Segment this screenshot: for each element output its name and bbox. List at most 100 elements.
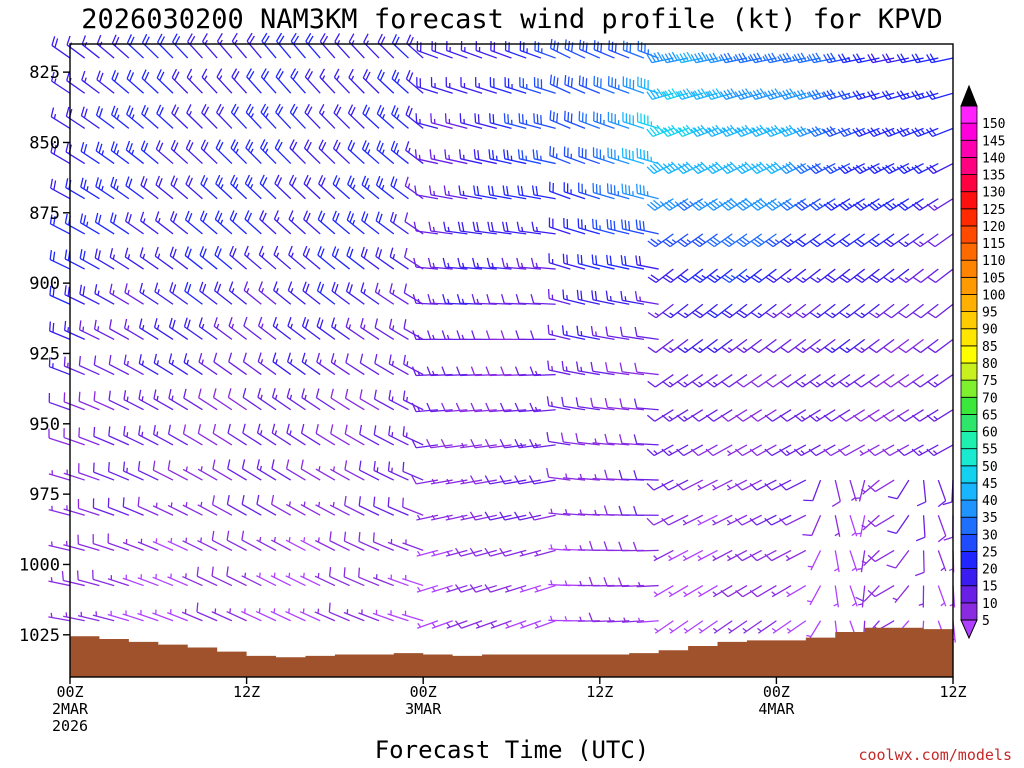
wind-barb xyxy=(417,620,439,629)
barb-half xyxy=(683,347,689,351)
barb-shaft xyxy=(519,158,542,165)
wind-barb xyxy=(330,388,350,411)
barb-half xyxy=(609,295,612,301)
barb-shaft xyxy=(445,122,468,130)
wind-barb xyxy=(199,210,218,235)
wind-barb xyxy=(65,106,86,129)
barb-full xyxy=(676,240,686,248)
barb-full xyxy=(241,459,246,469)
barb-shaft xyxy=(931,57,954,64)
barb-full xyxy=(896,128,904,137)
barb-full xyxy=(590,397,594,408)
barb-full xyxy=(306,106,313,116)
barb-shaft xyxy=(592,334,615,341)
barb-shaft xyxy=(654,585,674,598)
barb-shaft xyxy=(592,370,615,376)
barb-shaft xyxy=(346,255,365,270)
wind-barb xyxy=(576,361,600,376)
barb-shaft xyxy=(608,156,630,165)
barb-shaft xyxy=(846,233,866,248)
barb-full xyxy=(348,68,354,78)
wind-barb xyxy=(646,514,674,526)
wind-barb xyxy=(489,77,512,94)
barb-full xyxy=(153,318,158,328)
barb-full xyxy=(373,460,376,471)
barb-shaft xyxy=(725,92,748,101)
wind-barb xyxy=(721,303,748,319)
wind-barb xyxy=(186,68,203,94)
barb-shaft xyxy=(167,504,189,516)
barb-shaft xyxy=(51,80,71,94)
barb-full xyxy=(286,388,291,398)
barb-full xyxy=(262,177,268,187)
barb-shaft xyxy=(896,479,910,500)
wind-barb xyxy=(345,282,365,305)
barb-full xyxy=(929,127,937,136)
wind-barb xyxy=(662,233,689,248)
barb-shaft xyxy=(156,113,174,129)
barb-shaft xyxy=(922,550,925,573)
barb-full xyxy=(856,201,865,209)
barb-shaft xyxy=(873,127,895,138)
wind-barb xyxy=(63,540,85,552)
wind-barb xyxy=(803,479,822,502)
barb-shaft xyxy=(288,254,306,270)
wind-barb xyxy=(764,198,792,211)
wind-barb xyxy=(549,181,571,200)
wind-barb xyxy=(257,388,277,411)
wind-barb xyxy=(808,444,836,457)
barb-shaft xyxy=(430,230,453,235)
wind-barb xyxy=(822,126,851,138)
barb-full xyxy=(389,283,393,293)
wind-barb xyxy=(126,34,145,59)
barb-full xyxy=(375,175,381,186)
barb-full xyxy=(182,424,187,434)
barb-half xyxy=(476,262,480,268)
barb-shaft xyxy=(362,148,380,165)
barb-full xyxy=(358,531,361,542)
barb-full xyxy=(753,274,763,281)
barb-full xyxy=(744,124,752,133)
wind-barb xyxy=(285,459,306,481)
barb-half xyxy=(712,627,718,632)
barb-shaft xyxy=(392,42,409,59)
barb-half xyxy=(862,129,867,135)
barb-shaft xyxy=(96,43,115,59)
barb-full xyxy=(556,113,559,123)
wind-barb xyxy=(77,534,100,552)
barb-shaft xyxy=(231,76,248,94)
barb-shaft xyxy=(490,620,512,629)
barb-shaft xyxy=(668,585,689,598)
barb-full xyxy=(430,113,433,123)
wind-barb xyxy=(636,148,659,165)
barb-shaft xyxy=(289,111,306,129)
wind-barb xyxy=(274,139,292,165)
barb-shaft xyxy=(548,369,571,376)
barb-half xyxy=(857,567,863,571)
wind-barb xyxy=(749,444,777,457)
barb-half xyxy=(877,166,882,171)
barb-full xyxy=(823,414,832,422)
barb-full xyxy=(912,276,922,283)
barb-full xyxy=(606,219,609,229)
barb-half xyxy=(260,323,264,329)
wind-barb xyxy=(849,515,858,537)
barb-half xyxy=(806,600,812,603)
wind-barb xyxy=(333,68,351,94)
barb-full xyxy=(349,248,354,259)
barb-full xyxy=(64,249,68,260)
barb-full xyxy=(578,75,581,86)
wind-barb xyxy=(867,127,895,138)
barb-full xyxy=(749,482,758,491)
barb-full xyxy=(794,380,803,388)
barb-full xyxy=(138,425,141,435)
barb-half xyxy=(594,438,597,444)
wind-barb xyxy=(867,162,895,175)
barb-full xyxy=(93,426,96,437)
wind-barb xyxy=(505,584,527,593)
barb-full xyxy=(389,247,394,257)
barb-full xyxy=(679,127,687,136)
barb-full xyxy=(286,352,292,362)
wind-barb xyxy=(515,330,541,341)
barb-shaft xyxy=(391,78,409,94)
